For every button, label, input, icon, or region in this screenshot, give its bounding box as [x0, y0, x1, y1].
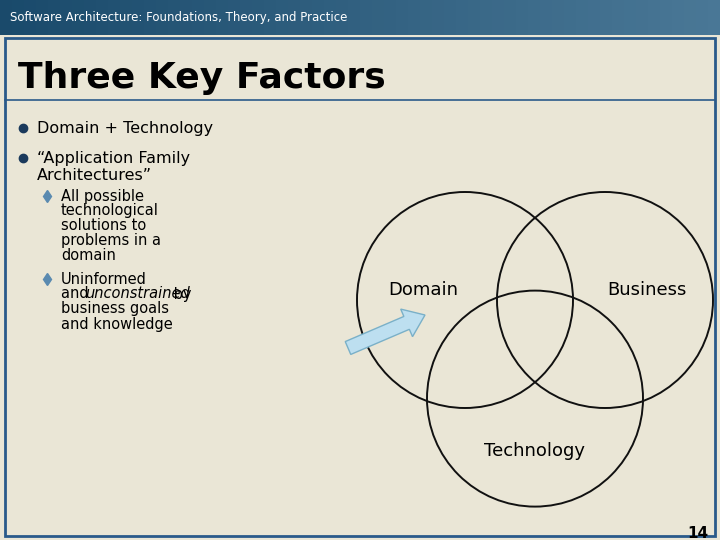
Bar [192, 0, 205, 35]
Bar [552, 0, 565, 35]
Bar [288, 0, 301, 35]
Text: solutions to: solutions to [61, 219, 146, 233]
Bar [360, 0, 373, 35]
Bar [480, 0, 493, 35]
Bar [672, 0, 685, 35]
Bar [576, 0, 589, 35]
Bar [72, 0, 85, 35]
Bar [564, 0, 577, 35]
Text: unconstrained: unconstrained [85, 287, 190, 301]
Bar [336, 0, 349, 35]
FancyArrow shape [346, 309, 425, 354]
Bar [684, 0, 697, 35]
Text: “Application Family: “Application Family [37, 151, 190, 165]
Text: Domain: Domain [388, 281, 458, 299]
Text: and knowledge: and knowledge [61, 316, 173, 332]
Text: Three Key Factors: Three Key Factors [18, 61, 386, 95]
Bar [516, 0, 529, 35]
Text: Architectures”: Architectures” [37, 167, 152, 183]
Text: by: by [169, 287, 192, 301]
Bar [504, 0, 517, 35]
Bar [0, 0, 13, 35]
Text: problems in a: problems in a [61, 233, 161, 248]
Bar [612, 0, 625, 35]
Bar [252, 0, 265, 35]
Bar [384, 0, 397, 35]
Text: 14: 14 [687, 525, 708, 540]
Bar [372, 0, 385, 35]
Bar [276, 0, 289, 35]
Bar [600, 0, 613, 35]
Text: Uninformed: Uninformed [61, 272, 147, 287]
Bar [708, 0, 720, 35]
Bar [84, 0, 97, 35]
Bar [144, 0, 157, 35]
Bar [48, 0, 61, 35]
Text: Software Architecture: Foundations, Theory, and Practice: Software Architecture: Foundations, Theo… [10, 11, 347, 24]
Text: technological: technological [61, 204, 159, 219]
Bar [312, 0, 325, 35]
Bar [528, 0, 541, 35]
Bar [228, 0, 241, 35]
Bar [396, 0, 409, 35]
Bar [408, 0, 421, 35]
Bar [168, 0, 181, 35]
Bar [624, 0, 637, 35]
Text: Technology: Technology [485, 442, 585, 460]
Bar [24, 0, 37, 35]
Bar [468, 0, 481, 35]
Bar [696, 0, 709, 35]
Bar [240, 0, 253, 35]
Bar [264, 0, 277, 35]
Bar [156, 0, 169, 35]
Text: Domain + Technology: Domain + Technology [37, 120, 213, 136]
Bar [60, 0, 73, 35]
Text: Business: Business [607, 281, 687, 299]
Bar [420, 0, 433, 35]
Bar [432, 0, 445, 35]
Bar [348, 0, 361, 35]
Bar [36, 0, 49, 35]
Text: All possible: All possible [61, 188, 144, 204]
Bar [132, 0, 145, 35]
Bar [12, 0, 25, 35]
Bar [204, 0, 217, 35]
Bar [324, 0, 337, 35]
Bar [636, 0, 649, 35]
Bar [648, 0, 661, 35]
Bar [588, 0, 601, 35]
Bar [492, 0, 505, 35]
Bar [444, 0, 457, 35]
Text: and: and [61, 287, 94, 301]
Text: business goals: business goals [61, 301, 169, 316]
Bar [96, 0, 109, 35]
Bar [216, 0, 229, 35]
Bar [180, 0, 193, 35]
Bar [108, 0, 121, 35]
Bar [540, 0, 553, 35]
Bar [300, 0, 313, 35]
Bar [660, 0, 673, 35]
Bar [456, 0, 469, 35]
Bar [120, 0, 133, 35]
Text: domain: domain [61, 248, 116, 264]
